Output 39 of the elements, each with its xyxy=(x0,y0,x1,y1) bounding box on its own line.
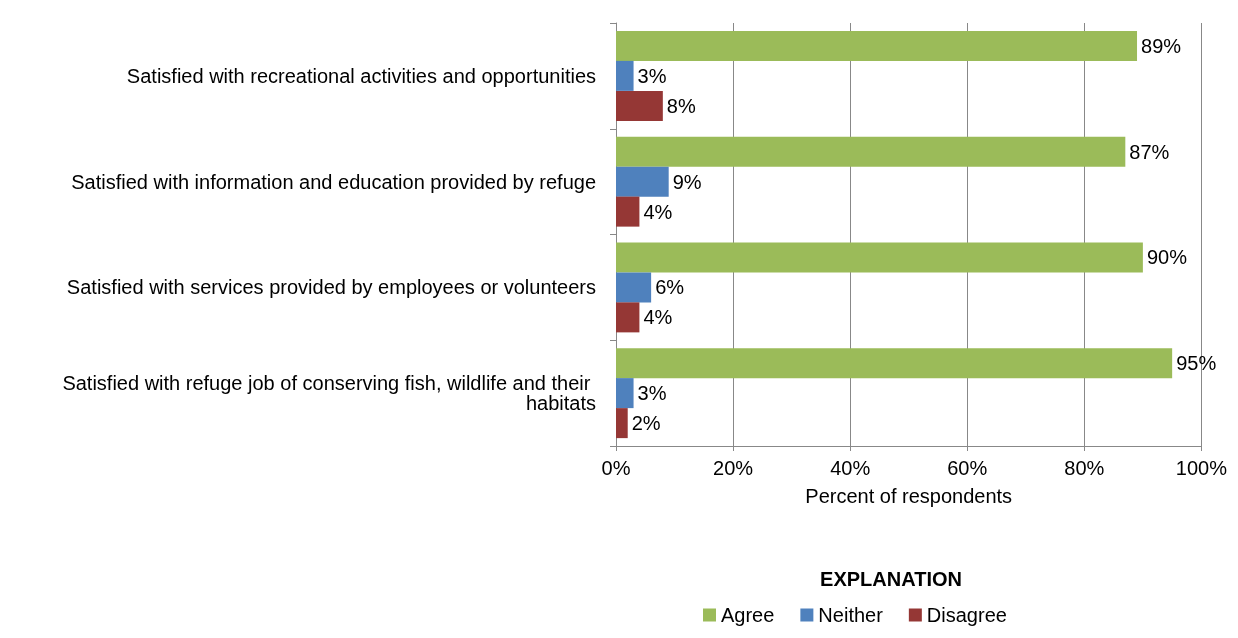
legend-title: EXPLANATION xyxy=(820,568,962,590)
legend-label: Disagree xyxy=(926,604,1007,626)
x-axis-title: Percent of respondents xyxy=(805,485,1013,507)
data-label: 90% xyxy=(1146,246,1188,269)
bar xyxy=(616,136,1126,167)
data-label: 6% xyxy=(655,276,685,299)
x-tick-label: 80% xyxy=(1064,457,1105,479)
bar xyxy=(616,348,1173,379)
bar xyxy=(616,30,1138,61)
x-tick-label: 20% xyxy=(713,457,754,479)
bar xyxy=(616,302,640,333)
data-label: 3% xyxy=(637,64,667,87)
x-tick-label: 60% xyxy=(947,457,988,479)
bar xyxy=(616,90,663,121)
bar xyxy=(616,242,1143,273)
data-label: 9% xyxy=(672,170,702,193)
bar xyxy=(616,60,634,91)
x-tick-label: 0% xyxy=(601,457,631,479)
data-label: 95% xyxy=(1176,352,1217,375)
legend-label: Agree xyxy=(721,604,775,626)
data-label: 87% xyxy=(1129,140,1170,163)
y-tick-label: Satisfied with information and education provided by refuge xyxy=(71,170,596,193)
data-label: 8% xyxy=(666,94,696,117)
data-label: 4% xyxy=(643,306,673,329)
bar xyxy=(616,196,640,227)
y-tick-label: Satisfied with recreational activities and opportunities xyxy=(126,64,596,87)
legend-label: Neither xyxy=(818,604,884,626)
bar xyxy=(616,166,669,197)
data-label: 2% xyxy=(631,412,661,435)
bar xyxy=(616,378,634,409)
y-tick-label: Satisfied with refuge job of conserving fish, wildlife and their habitats xyxy=(62,372,596,415)
data-label: 3% xyxy=(637,382,667,405)
data-label: 89% xyxy=(1141,34,1182,57)
x-tick-label: 100% xyxy=(1175,457,1228,479)
bar xyxy=(616,272,652,303)
y-tick-label: Satisfied with services provided by employees or volunteers xyxy=(66,276,596,299)
x-tick-label: 40% xyxy=(830,457,871,479)
data-label: 4% xyxy=(643,200,673,223)
bar xyxy=(616,408,628,439)
